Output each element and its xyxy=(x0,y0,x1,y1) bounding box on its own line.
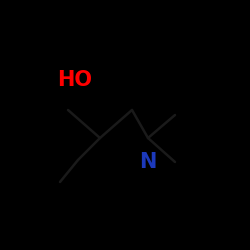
Text: HO: HO xyxy=(58,70,92,90)
Text: N: N xyxy=(139,152,157,172)
